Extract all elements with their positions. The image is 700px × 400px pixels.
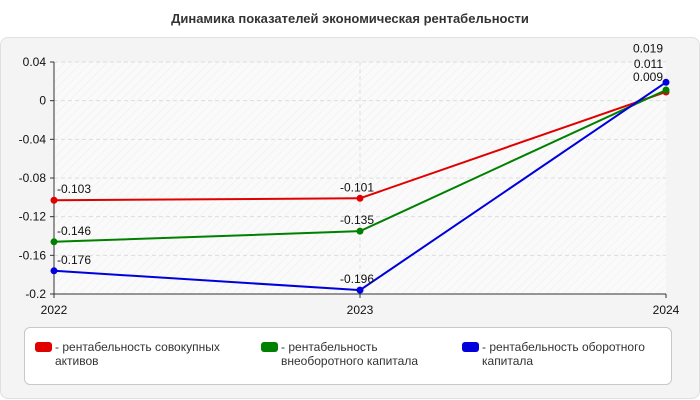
chart-legend: - рентабельность совокупных активов - рен…: [24, 327, 672, 385]
data-label: 0.019: [633, 41, 663, 55]
legend-label-line: рентабельность: [288, 340, 378, 354]
legend-label-line: капитала: [482, 354, 534, 368]
data-label: -0.196: [340, 272, 374, 286]
legend-item-total-assets[interactable]: - рентабельность совокупных активов: [35, 340, 235, 368]
y-tick-label: -0.2: [25, 287, 46, 301]
data-label: -0.146: [57, 224, 91, 238]
y-tick-label: 0.04: [23, 55, 47, 69]
y-tick-label: 0: [39, 94, 46, 108]
legend-swatch-green: [261, 342, 278, 352]
data-point: [356, 286, 364, 294]
chart-title: Динамика показателей экономическая рента…: [171, 11, 529, 26]
data-label: -0.101: [340, 180, 374, 194]
data-label: -0.135: [340, 213, 374, 227]
data-point: [50, 196, 58, 204]
legend-label-line: рентабельность оборотного: [489, 340, 645, 354]
legend-item-noncurrent-capital[interactable]: - рентабельность внеоборотного капитала: [261, 340, 461, 368]
legend-label: - рентабельность совокупных активов: [55, 340, 220, 368]
y-tick-label: -0.12: [19, 210, 47, 224]
legend-swatch-blue: [462, 342, 479, 352]
y-tick-label: -0.16: [19, 248, 47, 262]
y-tick-label: -0.08: [19, 171, 47, 185]
legend-label-line: рентабельность совокупных: [62, 340, 220, 354]
data-label: -0.103: [57, 182, 91, 196]
data-label: 0.011: [634, 57, 663, 71]
data-label: 0.009: [633, 70, 663, 84]
legend-item-working-capital[interactable]: - рентабельность оборотного капитала: [462, 340, 662, 368]
legend-swatch-red: [35, 342, 52, 352]
legend-label-line: внеоборотного капитала: [281, 354, 418, 368]
x-tick-label: 2023: [347, 303, 374, 317]
data-point: [50, 267, 58, 275]
data-point: [662, 78, 670, 86]
legend-label-line: активов: [55, 354, 99, 368]
legend-label: - рентабельность внеоборотного капитала: [281, 340, 418, 368]
data-label: -0.176: [57, 253, 91, 267]
x-tick-label: 2024: [653, 303, 680, 317]
data-point: [356, 194, 364, 202]
x-tick-label: 2022: [41, 303, 68, 317]
y-tick-label: -0.04: [19, 132, 47, 146]
data-point: [50, 238, 58, 246]
legend-label: - рентабельность оборотного капитала: [482, 340, 645, 368]
data-point: [662, 86, 670, 94]
data-point: [356, 227, 364, 235]
